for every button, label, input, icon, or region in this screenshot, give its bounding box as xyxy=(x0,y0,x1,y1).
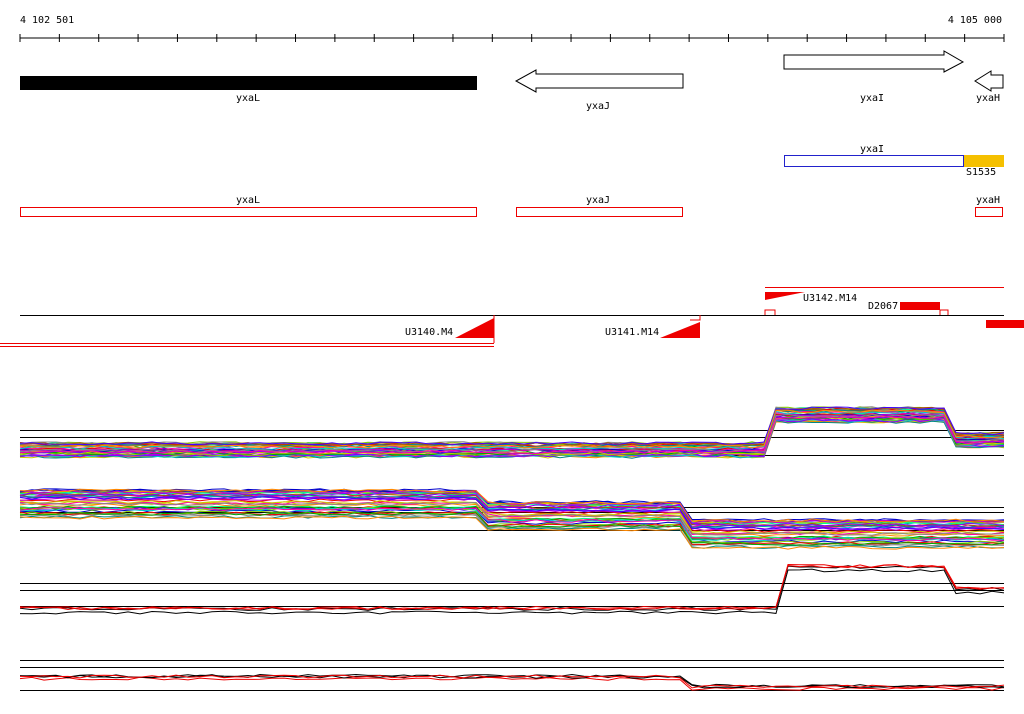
ruler-start: 4 102 501 xyxy=(20,15,74,26)
expression-line xyxy=(19,492,1005,527)
expression-line xyxy=(20,415,1005,455)
transcript-label: yxaJ xyxy=(586,195,610,206)
gene-bar xyxy=(20,76,477,90)
expression-line xyxy=(19,515,1005,550)
ruler-end: 4 105 000 xyxy=(948,15,1002,26)
segment-triangle xyxy=(660,322,700,338)
gene-label: yxaJ xyxy=(586,101,610,112)
segment-steps xyxy=(764,309,949,315)
expression-line xyxy=(19,410,1005,450)
expression-line xyxy=(19,507,1005,542)
expression-line xyxy=(19,565,1005,611)
expression-line xyxy=(19,492,1005,527)
operon-label: yxaI xyxy=(860,144,884,155)
segment-label: U3140.M4 xyxy=(405,327,453,338)
gene-label: yxaH xyxy=(976,93,1000,104)
operon-box xyxy=(784,155,964,167)
segment-box xyxy=(986,320,1024,328)
segment-label: U3142.M14 xyxy=(803,293,857,304)
expression-line xyxy=(19,674,1005,689)
expression-line xyxy=(19,409,1005,449)
expression-line xyxy=(19,489,1005,524)
expression-line xyxy=(19,564,1005,611)
expression-line xyxy=(19,563,1005,610)
transcript-label: yxaL xyxy=(236,195,260,206)
gene-label: yxaL xyxy=(236,93,260,104)
expression-line xyxy=(20,501,1005,536)
expression-line xyxy=(19,418,1005,458)
expression-line xyxy=(19,676,1005,691)
feature-label: S1535 xyxy=(966,167,996,178)
segment-label: U3141.M14 xyxy=(605,327,659,338)
expression-line xyxy=(19,420,1005,459)
gene-arrow xyxy=(783,50,965,73)
gene-label: yxaI xyxy=(860,93,884,104)
segment-label: D2067 xyxy=(868,301,898,312)
expression-line xyxy=(19,514,1005,549)
feature-box xyxy=(964,155,1004,167)
transcript-box xyxy=(516,207,683,217)
segment-steps xyxy=(493,315,701,343)
expression-line xyxy=(19,488,1005,522)
expression-line xyxy=(19,507,1005,542)
transcript-box xyxy=(20,207,477,217)
expression-line xyxy=(19,406,1005,446)
expression-line xyxy=(19,496,1005,531)
segment-box xyxy=(900,302,940,310)
expression-line xyxy=(19,406,1005,446)
expression-line xyxy=(19,488,1005,523)
segment-triangle xyxy=(765,292,805,300)
gene-arrow xyxy=(514,69,684,93)
expression-line xyxy=(19,501,1005,536)
expression-profiles xyxy=(19,406,1005,691)
ruler: 4 102 501 4 105 000 xyxy=(19,15,1005,42)
gene-arrow xyxy=(974,70,1004,92)
expression-line xyxy=(19,568,1005,615)
expression-line xyxy=(19,512,1005,546)
segment-triangle xyxy=(455,318,494,338)
transcript-box xyxy=(975,207,1003,217)
transcript-label: yxaH xyxy=(976,195,1000,206)
expression-line xyxy=(19,413,1005,453)
